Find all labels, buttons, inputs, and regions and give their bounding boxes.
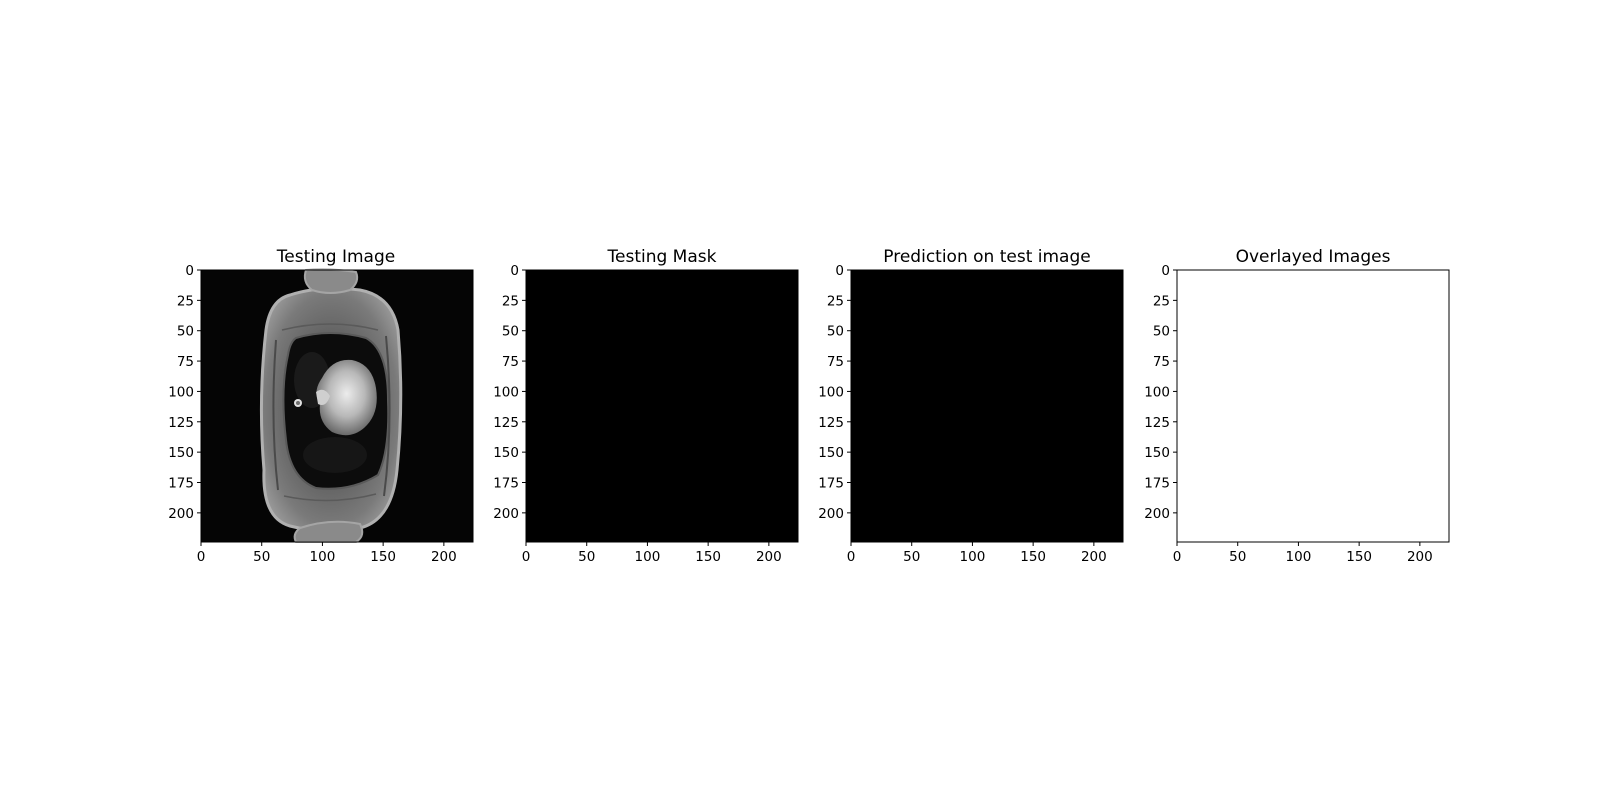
x-tick-label: 150: [1346, 549, 1372, 565]
y-tick-label: 125: [818, 415, 844, 431]
x-tick-label: 0: [847, 549, 856, 565]
y-tick-label: 0: [1161, 263, 1170, 279]
x-tick-label: 200: [756, 549, 782, 565]
x-tick-label: 50: [903, 549, 920, 565]
y-tick-label: 100: [168, 384, 194, 400]
y-tick-label: 25: [177, 293, 194, 309]
x-tick-label: 100: [1286, 549, 1312, 565]
y-tick-label: 125: [493, 415, 519, 431]
y-tick-label: 175: [818, 476, 844, 492]
y-tick-label: 50: [827, 324, 844, 340]
panel-title: Prediction on test image: [883, 247, 1090, 267]
y-tick-label: 75: [1153, 354, 1170, 370]
y-tick-label: 50: [502, 324, 519, 340]
x-axis: 0 50 100 150 200: [1173, 542, 1433, 565]
y-tick-label: 150: [493, 445, 519, 461]
x-tick-label: 200: [1081, 549, 1107, 565]
x-tick-label: 50: [578, 549, 595, 565]
x-tick-label: 100: [635, 549, 661, 565]
x-tick-label: 100: [310, 549, 336, 565]
x-tick-label: 150: [1020, 549, 1046, 565]
y-tick-label: 50: [1153, 324, 1170, 340]
y-tick-label: 100: [493, 384, 519, 400]
y-tick-label: 175: [493, 476, 519, 492]
y-axis: 0 25 50 75 100 125 150 175 200: [168, 263, 201, 522]
y-tick-label: 25: [827, 293, 844, 309]
x-axis: 0 50 100 150 200: [847, 542, 1107, 565]
x-tick-label: 150: [370, 549, 396, 565]
x-axis: 0 50 100 150 200: [197, 542, 457, 565]
y-tick-label: 200: [493, 506, 519, 522]
x-tick-label: 200: [1407, 549, 1433, 565]
y-tick-label: 50: [177, 324, 194, 340]
panel-testing-mask: Testing Mask 0 50 100 150 200 0 25 50 75 100 125 1…: [493, 247, 799, 565]
y-tick-label: 150: [818, 445, 844, 461]
y-tick-label: 0: [835, 263, 844, 279]
y-tick-label: 100: [818, 384, 844, 400]
y-tick-label: 200: [818, 506, 844, 522]
axes-frame: [200, 269, 474, 543]
y-tick-label: 75: [177, 354, 194, 370]
y-tick-label: 125: [1144, 415, 1170, 431]
x-tick-label: 0: [1173, 549, 1182, 565]
y-tick-label: 75: [827, 354, 844, 370]
x-tick-label: 50: [253, 549, 270, 565]
panel-testing-image: Testing Image 0 50 100 150 200 0 25 50: [168, 247, 474, 565]
panel-title: Overlayed Images: [1236, 247, 1391, 267]
panel-overlayed-images: Overlayed Images 0 50 100 150 200 0 25 50 75 100…: [1144, 247, 1450, 565]
panel-title: Testing Image: [276, 247, 395, 267]
axes-frame: [525, 269, 799, 543]
y-tick-label: 0: [510, 263, 519, 279]
y-tick-label: 150: [168, 445, 194, 461]
panel-title: Testing Mask: [607, 247, 717, 267]
y-tick-label: 175: [1144, 476, 1170, 492]
y-tick-label: 75: [502, 354, 519, 370]
y-tick-label: 0: [185, 263, 194, 279]
image-area: [526, 270, 798, 542]
x-tick-label: 50: [1229, 549, 1246, 565]
panel-prediction: Prediction on test image 0 50 100 150 200 0 2…: [818, 247, 1124, 565]
x-tick-label: 0: [197, 549, 206, 565]
y-tick-label: 200: [168, 506, 194, 522]
image-area: [1177, 270, 1449, 542]
y-tick-label: 25: [1153, 293, 1170, 309]
y-tick-label: 150: [1144, 445, 1170, 461]
y-tick-label: 175: [168, 476, 194, 492]
x-axis: 0 50 100 150 200: [522, 542, 782, 565]
y-tick-label: 100: [1144, 384, 1170, 400]
x-tick-label: 200: [431, 549, 457, 565]
y-tick-label: 25: [502, 293, 519, 309]
y-axis: 0 25 50 75 100 125 150 175 200: [493, 263, 526, 522]
image-area: [851, 270, 1123, 542]
y-axis: 0 25 50 75 100 125 150 175 200: [818, 263, 851, 522]
y-tick-label: 200: [1144, 506, 1170, 522]
x-tick-label: 0: [522, 549, 531, 565]
y-axis: 0 25 50 75 100 125 150 175 200: [1144, 263, 1177, 522]
axes-frame: [1176, 269, 1450, 543]
x-tick-label: 150: [695, 549, 721, 565]
axes-frame: [850, 269, 1124, 543]
y-tick-label: 125: [168, 415, 194, 431]
mri-chest-image: [259, 268, 403, 543]
x-tick-label: 100: [960, 549, 986, 565]
